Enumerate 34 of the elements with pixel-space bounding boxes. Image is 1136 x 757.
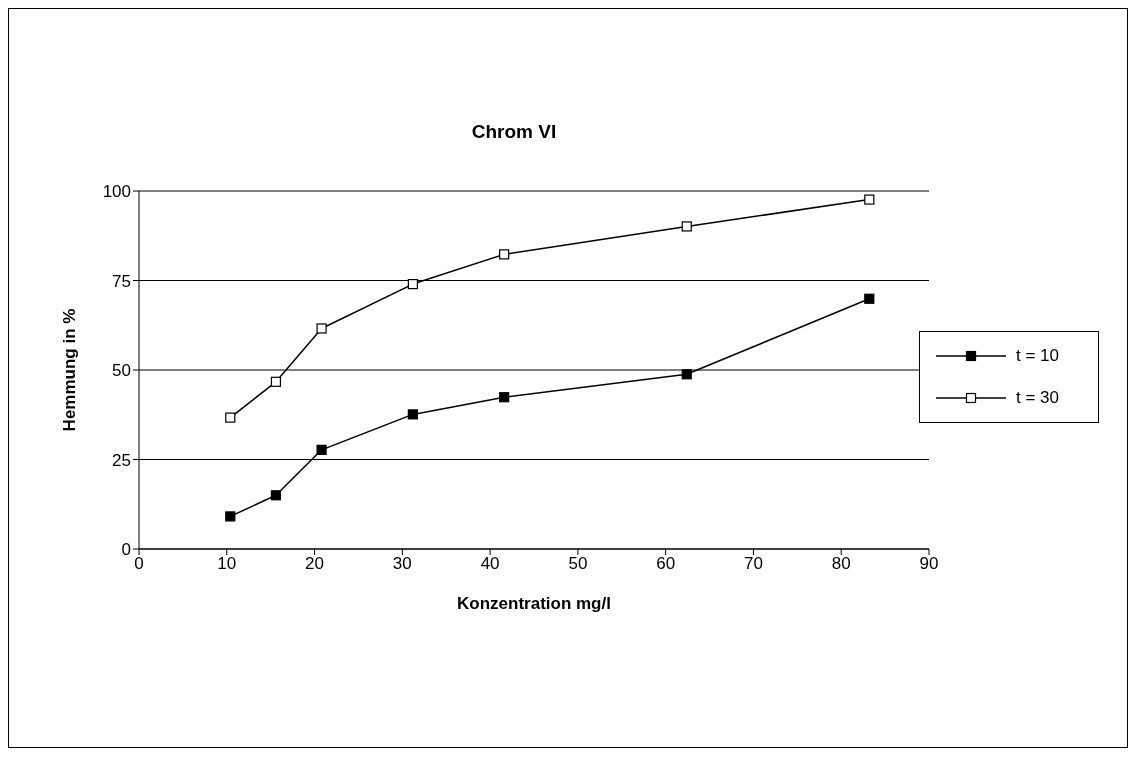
point [681, 369, 692, 380]
y-tick-label: 25 [112, 450, 131, 470]
legend-label: t = 30 [1016, 387, 1060, 408]
x-tick-label: 20 [305, 554, 325, 574]
x-tick-label: 10 [217, 554, 237, 574]
point [225, 511, 236, 522]
y-tick-label: 100 [102, 182, 131, 202]
y-tick-label: 0 [121, 540, 131, 560]
chart-title: Chrom VI [470, 121, 558, 143]
point [225, 412, 236, 423]
point [499, 249, 510, 260]
point [316, 444, 327, 455]
point [499, 392, 510, 403]
point [407, 278, 418, 290]
x-tick-label: 70 [743, 554, 763, 574]
y-tick-label: 75 [112, 271, 131, 291]
y-tick-label: 50 [112, 361, 131, 381]
point [681, 221, 692, 232]
x-tick-label: 60 [656, 554, 676, 574]
x-tick-label: 40 [480, 554, 500, 574]
x-tick-label: 80 [831, 554, 851, 574]
y-axis-title: Hemmung in % [60, 308, 80, 432]
legend-label: t = 10 [1016, 345, 1060, 366]
point [316, 323, 327, 334]
x-tick-label: 30 [392, 554, 412, 574]
x-tick-label: 90 [919, 554, 939, 574]
point [270, 490, 282, 501]
x-axis-title: Konzentration mg/l [457, 594, 611, 613]
x-tick-label: 50 [568, 554, 588, 574]
x-tick-label: 0 [134, 554, 144, 574]
point [270, 376, 282, 387]
point [864, 194, 875, 205]
point [407, 409, 418, 420]
point [864, 293, 875, 304]
